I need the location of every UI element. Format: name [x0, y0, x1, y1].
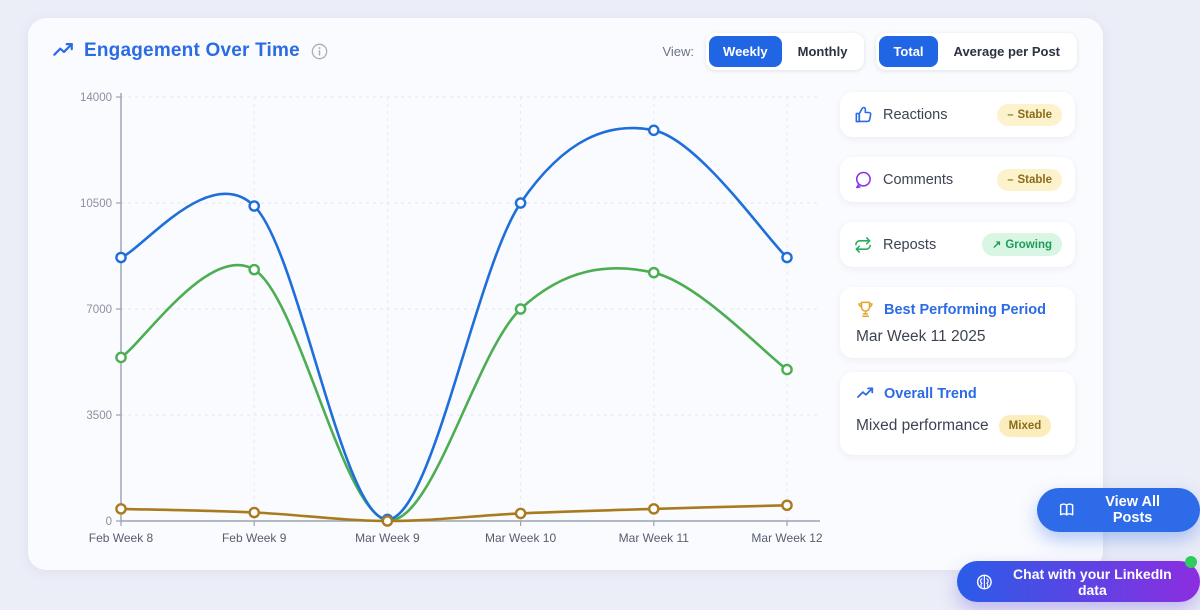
data-point-comments[interactable]	[115, 351, 127, 364]
chat-with-linkedin-data-button[interactable]: Chat with your LinkedIn data	[957, 556, 1200, 602]
y-tick-label: 10500	[80, 198, 112, 210]
legend-item-comments[interactable]: Comments – Stable	[840, 157, 1075, 202]
legend-item-reposts[interactable]: Reposts ↗ Growing	[840, 222, 1075, 267]
legend-item-reactions[interactable]: Reactions – Stable	[840, 92, 1075, 137]
status-badge-growing: ↗ Growing	[982, 233, 1062, 256]
data-point-reactions[interactable]	[781, 251, 793, 264]
data-point-reposts[interactable]	[781, 499, 793, 512]
card-header: Engagement Over Time	[52, 40, 328, 62]
overall-trend-title: Overall Trend	[884, 386, 977, 402]
series-line-comments	[119, 263, 789, 522]
data-point-reactions[interactable]	[514, 197, 527, 209]
overall-trend-card: Overall Trend Mixed performance Mixed	[840, 372, 1075, 455]
data-point-reactions[interactable]	[248, 200, 260, 212]
data-point-comments[interactable]	[781, 363, 793, 376]
badge-label: Stable	[1017, 108, 1052, 121]
data-point-comments[interactable]	[248, 263, 260, 276]
x-tick-label: Mar Week 9	[355, 531, 420, 545]
best-period-value: Mar Week 11 2025	[856, 328, 986, 345]
brain-icon	[976, 574, 992, 589]
data-point-reposts[interactable]	[381, 515, 394, 527]
x-tick-label: Mar Week 11	[619, 531, 690, 545]
legend-column: Reactions – Stable Comments – Stable	[840, 92, 1075, 455]
engagement-chart: 0 3500 7000 10500 14000 Feb Week 8 Feb Week 9 M…	[75, 88, 865, 558]
best-performing-period-card: Best Performing Period Mar Week 11 2025	[840, 287, 1075, 358]
view-controls: View: Weekly Monthly Total Average per P…	[662, 33, 1077, 70]
trending-up-icon	[857, 387, 874, 398]
view-label: View:	[662, 44, 695, 59]
book-icon	[1059, 503, 1074, 516]
data-point-reposts[interactable]	[648, 503, 660, 515]
dash-icon: –	[1007, 108, 1014, 121]
chat-button-label: Chat with your LinkedIn data	[1013, 565, 1172, 598]
status-badge-stable: – Stable	[997, 103, 1062, 126]
series-line-reposts	[119, 504, 789, 523]
y-tick-label: 3500	[86, 410, 112, 422]
x-tick-label: Mar Week 10	[485, 531, 556, 545]
data-point-reposts[interactable]	[248, 506, 260, 519]
weekly-button[interactable]: Weekly	[709, 36, 782, 67]
badge-label: Growing	[1005, 238, 1052, 251]
y-tick-label: 0	[106, 516, 112, 528]
engagement-chart-svg: 0 3500 7000 10500 14000 Feb Week 8 Feb Week 9 M…	[80, 92, 823, 545]
average-per-post-button[interactable]: Average per Post	[940, 36, 1074, 67]
arrow-up-right-icon: ↗	[992, 239, 1002, 251]
thumbs-up-icon	[855, 106, 872, 122]
chat-bubble-icon	[855, 171, 871, 188]
metric-toggle: Total Average per Post	[876, 33, 1077, 70]
x-tick-label: Feb Week 9	[222, 531, 287, 545]
page-title: Engagement Over Time	[84, 40, 300, 61]
best-period-title: Best Performing Period	[884, 301, 1046, 318]
x-tick-label: Mar Week 12	[751, 531, 822, 545]
data-point-comments[interactable]	[648, 266, 660, 279]
legend-item-label: Reposts	[883, 236, 937, 253]
legend-item-label: Reactions	[883, 106, 948, 123]
dash-icon: –	[1007, 173, 1014, 186]
y-tick-label: 7000	[86, 304, 112, 316]
repeat-icon	[855, 236, 871, 253]
badge-label: Stable	[1017, 173, 1052, 186]
data-point-comments[interactable]	[514, 303, 527, 315]
data-point-reposts[interactable]	[115, 503, 127, 515]
overall-trend-value: Mixed performance	[856, 417, 989, 434]
view-all-posts-label: View All Posts	[1105, 494, 1161, 526]
series-line-reactions	[119, 126, 789, 521]
view-all-posts-button[interactable]: View All Posts	[1037, 488, 1200, 532]
data-point-reactions[interactable]	[648, 124, 660, 137]
trending-up-icon	[53, 43, 73, 56]
info-icon[interactable]	[311, 43, 328, 60]
data-point-reactions[interactable]	[115, 251, 127, 264]
trophy-icon	[858, 301, 873, 317]
engagement-over-time-card: Engagement Over Time View: Weekly Monthl…	[28, 18, 1103, 570]
online-status-dot	[1185, 556, 1197, 568]
total-button[interactable]: Total	[879, 36, 938, 67]
period-toggle: Weekly Monthly	[706, 33, 865, 70]
data-point-reposts[interactable]	[514, 507, 527, 520]
status-badge-stable: – Stable	[997, 168, 1062, 191]
status-badge-mixed: Mixed	[998, 415, 1052, 437]
x-tick-label: Feb Week 8	[89, 531, 154, 545]
legend-item-label: Comments	[883, 171, 954, 188]
y-tick-label: 14000	[80, 92, 112, 104]
monthly-button[interactable]: Monthly	[784, 36, 862, 67]
